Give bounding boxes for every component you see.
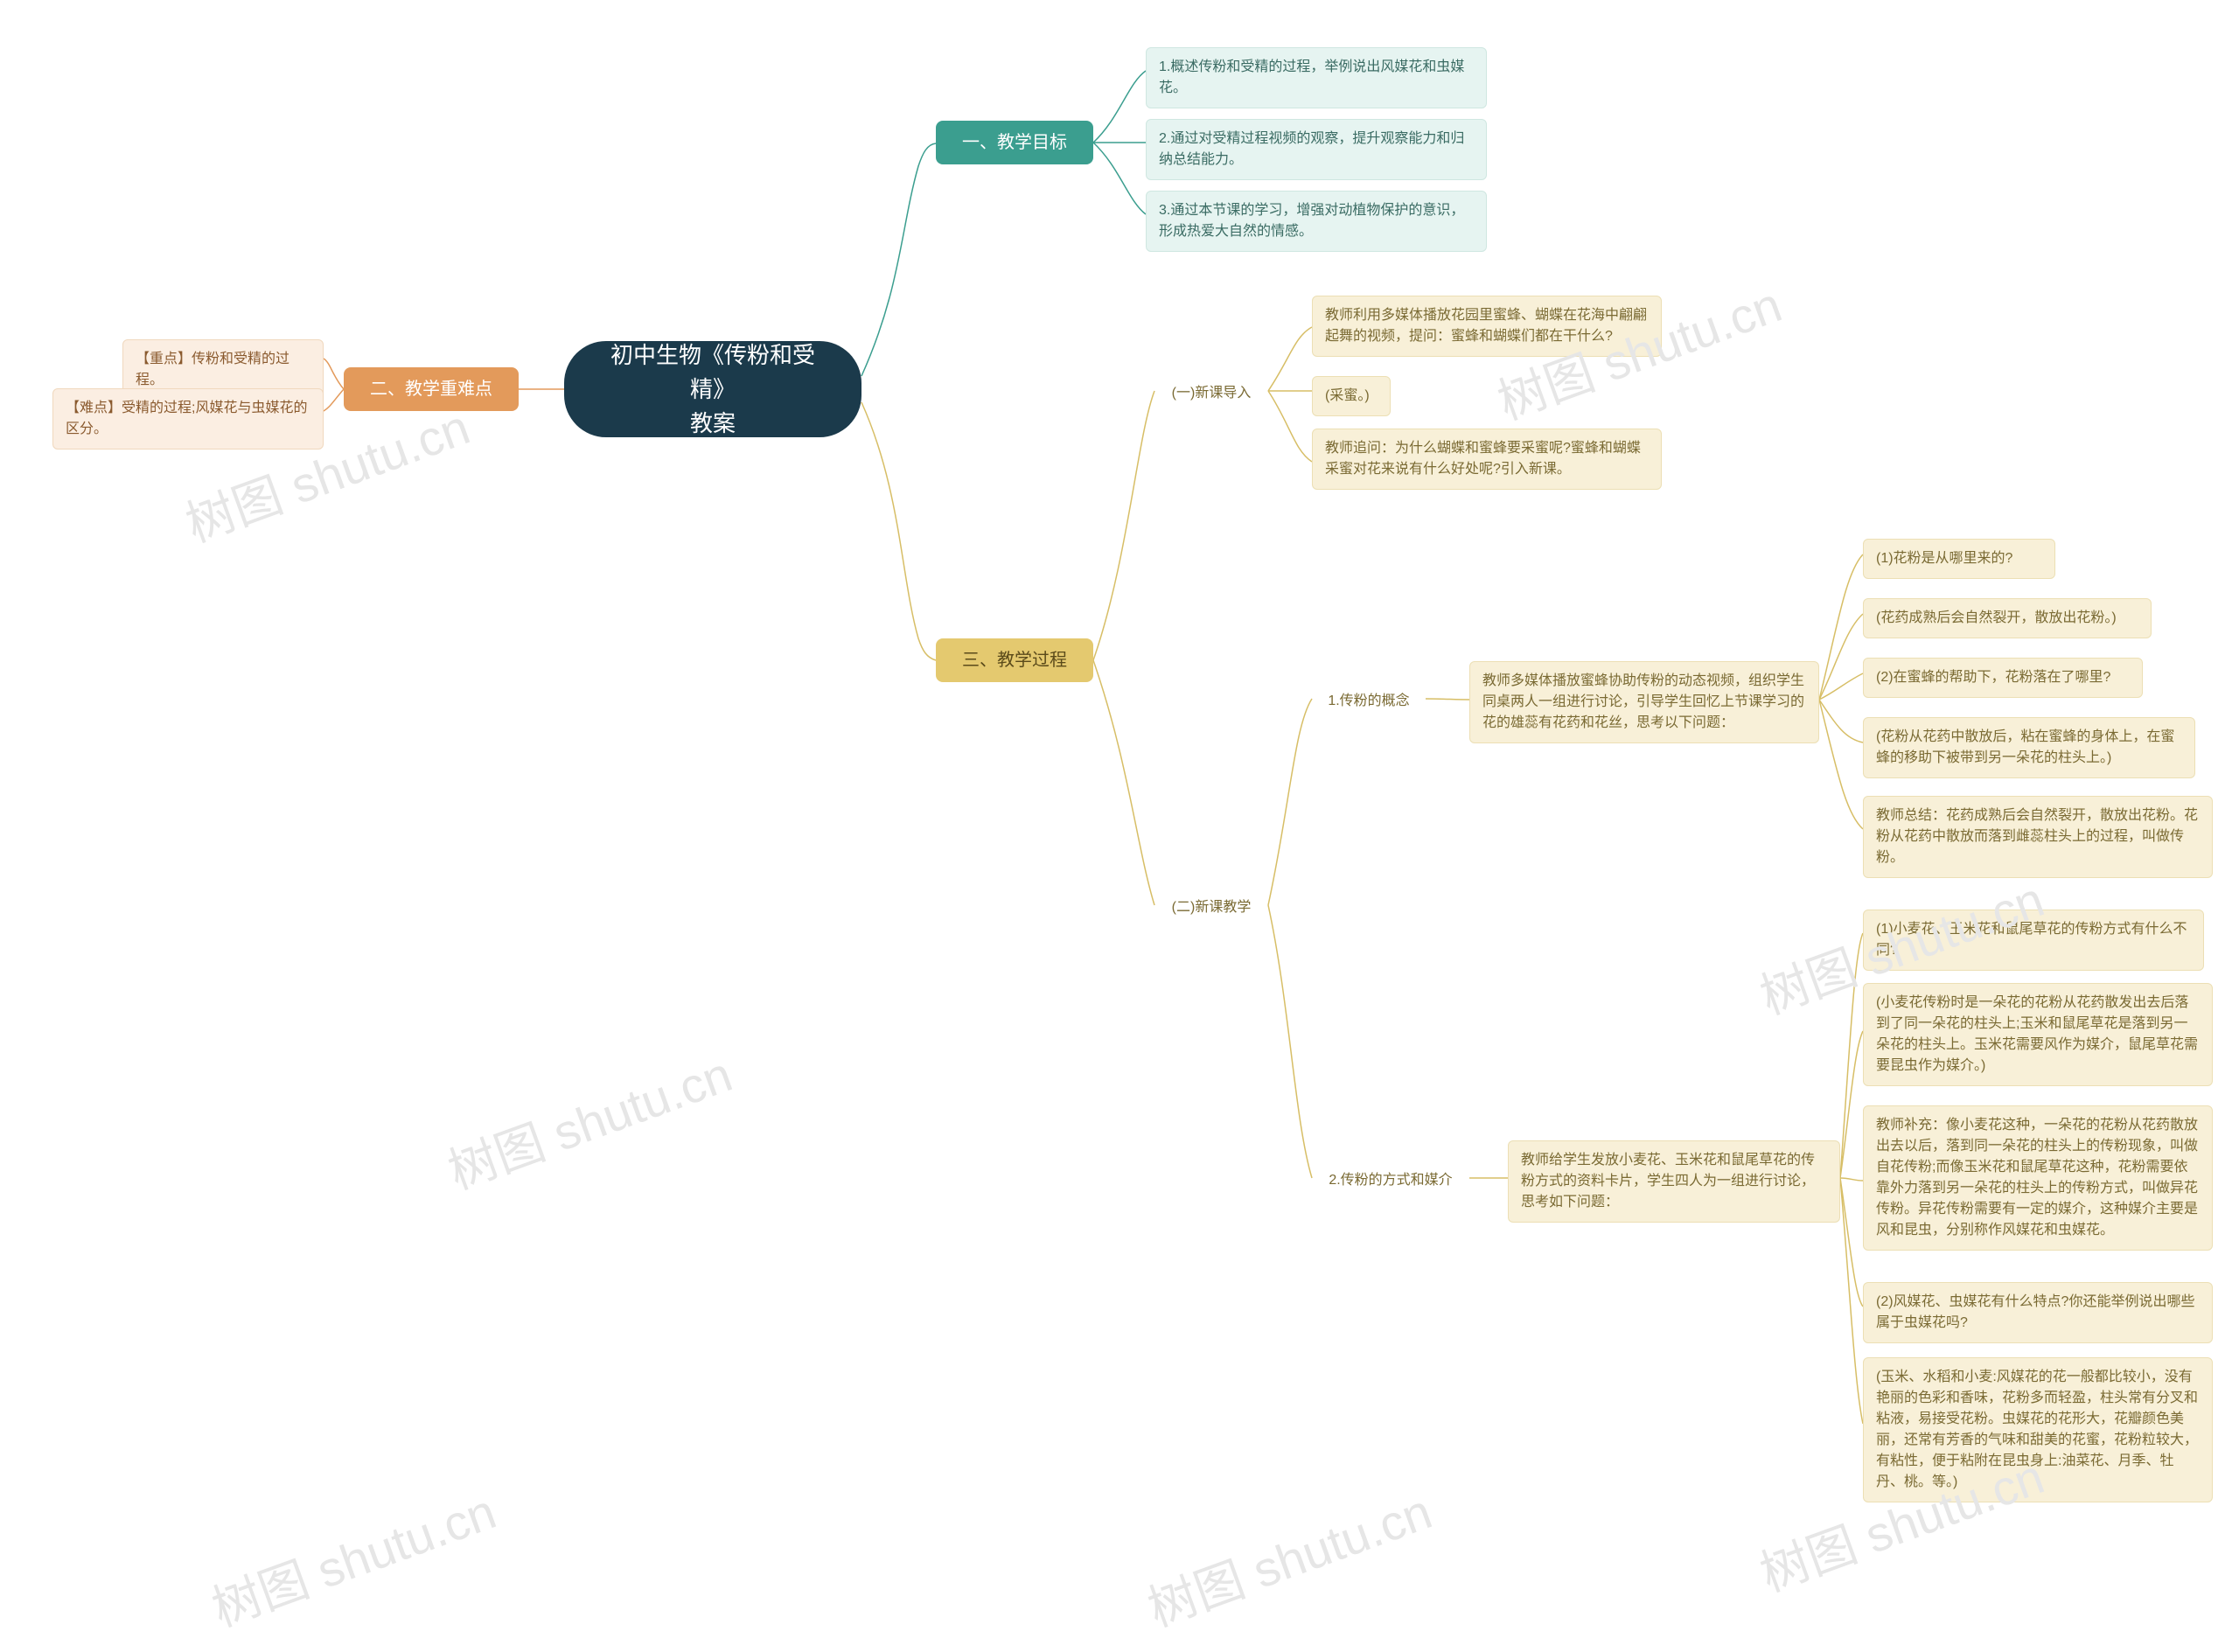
intro-leaf-3: 教师追问：为什么蝴蝶和蜜蜂要采蜜呢?蜜蜂和蝴蝶采蜜对花来说有什么好处呢?引入新课…: [1312, 429, 1662, 490]
teach-method: 2.传粉的方式和媒介: [1312, 1165, 1469, 1196]
concept-leaf-3: (2)在蜜蜂的帮助下，花粉落在了哪里?: [1863, 658, 2143, 698]
section-goals-label: 一、教学目标: [955, 129, 1074, 156]
watermark: 树图 shutu.cn: [1137, 1473, 1440, 1641]
root-node: 初中生物《传粉和受精》 教案: [564, 341, 861, 437]
intro-leaf-2: (采蜜。): [1312, 376, 1391, 416]
method-leaf-2: (小麦花传粉时是一朵花的花粉从花药散发出去后落到了同一朵花的柱头上;玉米和鼠尾草…: [1863, 983, 2213, 1086]
intro-leaf-1: 教师利用多媒体播放花园里蜜蜂、蝴蝶在花海中翩翩起舞的视频，提问：蜜蜂和蝴蝶们都在…: [1312, 296, 1662, 357]
method-leaf-5: (玉米、水稻和小麦:风媒花的花一般都比较小，没有艳丽的色彩和香味，花粉多而轻盈，…: [1863, 1357, 2213, 1502]
root-title-line2: 教案: [596, 407, 830, 441]
section-goals: 一、教学目标: [936, 121, 1093, 164]
concept-leaf-5: 教师总结：花药成熟后会自然裂开，散放出花粉。花粉从花药中散放而落到雌蕊柱头上的过…: [1863, 796, 2213, 878]
process-intro: (一)新课导入: [1154, 378, 1268, 409]
keypoint-leaf-2: 【难点】受精的过程;风媒花与虫媒花的区分。: [52, 388, 324, 450]
concept-leaf-1: (1)花粉是从哪里来的?: [1863, 539, 2055, 579]
method-leaf-4: (2)风媒花、虫媒花有什么特点?你还能举例说出哪些属于虫媒花吗?: [1863, 1282, 2213, 1343]
concept-leaf-2: (花药成熟后会自然裂开，散放出花粉。): [1863, 598, 2152, 638]
watermark: 树图 shutu.cn: [437, 1035, 741, 1203]
method-stem: 教师给学生发放小麦花、玉米花和鼠尾草花的传粉方式的资料卡片，学生四人为一组进行讨…: [1508, 1140, 1840, 1223]
concept-leaf-4: (花粉从花药中散放后，粘在蜜蜂的身体上，在蜜蜂的移助下被带到另一朵花的柱头上。): [1863, 717, 2195, 778]
method-leaf-1: (1)小麦花、玉米花和鼠尾草花的传粉方式有什么不同?: [1863, 910, 2204, 971]
section-process-label: 三、教学过程: [955, 647, 1074, 673]
teach-concept: 1.传粉的概念: [1312, 686, 1426, 717]
goal-leaf-1: 1.概述传粉和受精的过程，举例说出风媒花和虫媒花。: [1146, 47, 1487, 108]
section-keypoints: 二、教学重难点: [344, 367, 519, 411]
watermark: 树图 shutu.cn: [201, 1473, 505, 1641]
root-title-line1: 初中生物《传粉和受精》: [596, 338, 830, 407]
section-process: 三、教学过程: [936, 638, 1093, 682]
goal-leaf-2: 2.通过对受精过程视频的观察，提升观察能力和归纳总结能力。: [1146, 119, 1487, 180]
concept-stem: 教师多媒体播放蜜蜂协助传粉的动态视频，组织学生同桌两人一组进行讨论，引导学生回忆…: [1469, 661, 1819, 743]
section-keypoints-label: 二、教学重难点: [363, 376, 499, 402]
goal-leaf-3: 3.通过本节课的学习，增强对动植物保护的意识，形成热爱大自然的情感。: [1146, 191, 1487, 252]
process-teach: (二)新课教学: [1154, 892, 1268, 924]
method-leaf-3: 教师补充：像小麦花这种，一朵花的花粉从花药散放出去以后，落到同一朵花的柱头上的传…: [1863, 1105, 2213, 1251]
